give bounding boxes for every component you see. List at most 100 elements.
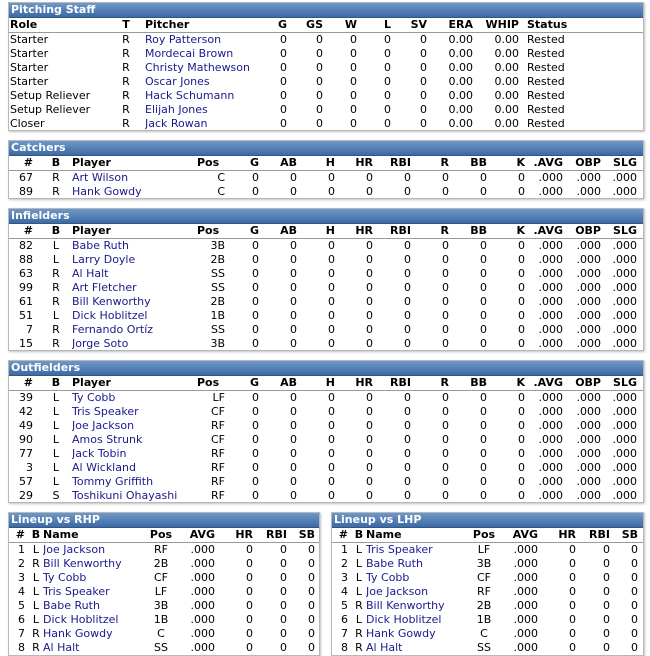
column-header-num[interactable]: # bbox=[338, 528, 348, 541]
table-row[interactable]: 3 L Ty Cobb CF .000 0 0 0 bbox=[332, 571, 643, 585]
column-header-h[interactable]: H bbox=[325, 156, 335, 169]
column-header-obp[interactable]: OBP bbox=[575, 224, 601, 237]
column-header-g[interactable]: G bbox=[249, 224, 259, 237]
table-row[interactable]: 3 L Al Wickland RF 0 0 0 0 0 0 0 0 .000 .000 .000 bbox=[9, 461, 643, 475]
column-header-b[interactable]: B bbox=[51, 224, 61, 237]
table-row[interactable]: 4 L Tris Speaker LF .000 0 0 0 bbox=[9, 585, 319, 599]
table-row[interactable]: 8 R Al Halt SS .000 0 0 0 bbox=[332, 641, 643, 655]
column-header-num[interactable]: # bbox=[23, 156, 33, 169]
column-header-num[interactable]: # bbox=[15, 528, 25, 541]
column-header-gs[interactable]: GS bbox=[306, 18, 323, 31]
player-name-link[interactable]: Al Wickland bbox=[72, 461, 136, 474]
table-row[interactable]: 29 S Toshikuni Ohayashi RF 0 0 0 0 0 0 0 0 .000 .000.… bbox=[9, 489, 643, 503]
table-row[interactable]: Starter R Roy Patterson 0 0 0 0 0 0.00 0.00 Rested bbox=[9, 33, 643, 47]
column-header-status[interactable]: Status bbox=[527, 18, 568, 31]
player-name-link[interactable]: Ty Cobb bbox=[366, 571, 410, 584]
table-row[interactable]: 2 R Bill Kenworthy 2B .000 0 0 0 bbox=[9, 557, 319, 571]
column-header-name[interactable]: Name bbox=[43, 528, 79, 541]
column-header-obp[interactable]: OBP bbox=[575, 156, 601, 169]
player-name-link[interactable]: Bill Kenworthy bbox=[72, 295, 151, 308]
player-name-link[interactable]: Tris Speaker bbox=[366, 543, 433, 556]
column-header-hr[interactable]: HR bbox=[235, 528, 253, 541]
table-row[interactable]: 51 L Dick Hoblitzel 1B 0 0 0 0 0 0 0 0 .000 .000 .000 bbox=[9, 309, 643, 323]
table-row[interactable]: Setup Reliever R Elijah Jones 0 0 0 0 0 0.00 0.00… bbox=[9, 103, 643, 117]
column-header-rbi[interactable]: RBI bbox=[390, 156, 411, 169]
table-row[interactable]: 2 L Babe Ruth 3B .000 0 0 0 bbox=[332, 557, 643, 571]
column-header-pos[interactable]: Pos bbox=[197, 224, 220, 237]
table-row[interactable]: Closer R Jack Rowan 0 0 0 0 0 0.00 0.00 Rested bbox=[9, 117, 643, 131]
player-name-link[interactable]: Al Halt bbox=[366, 641, 403, 654]
player-name-link[interactable]: Babe Ruth bbox=[72, 239, 129, 252]
column-header-hr[interactable]: HR bbox=[558, 528, 576, 541]
column-header-k[interactable]: K bbox=[516, 224, 525, 237]
player-name-link[interactable]: Hack Schumann bbox=[145, 89, 235, 102]
player-name-link[interactable]: Tris Speaker bbox=[43, 585, 110, 598]
player-name-link[interactable]: Ty Cobb bbox=[72, 391, 116, 404]
table-row[interactable]: 7 R Fernando Ortíz SS 0 0 0 0 0 0 0 0 .000 .000 .000 bbox=[9, 323, 643, 337]
player-name-link[interactable]: Hank Gowdy bbox=[366, 627, 436, 640]
column-header-role[interactable]: Role bbox=[10, 18, 38, 31]
column-header-rbi[interactable]: RBI bbox=[589, 528, 610, 541]
table-row[interactable]: 42 L Tris Speaker CF 0 0 0 0 0 0 0 0 .000 .000 .000 bbox=[9, 405, 643, 419]
player-name-link[interactable]: Oscar Jones bbox=[145, 75, 210, 88]
column-header-avg[interactable]: AVG bbox=[512, 528, 538, 541]
column-header-player[interactable]: Player bbox=[72, 156, 111, 169]
column-header-k[interactable]: K bbox=[516, 376, 525, 389]
column-header-hr[interactable]: HR bbox=[355, 224, 373, 237]
table-row[interactable]: 5 R Bill Kenworthy 2B .000 0 0 0 bbox=[332, 599, 643, 613]
column-header-ab[interactable]: AB bbox=[280, 224, 297, 237]
player-name-link[interactable]: Hank Gowdy bbox=[43, 627, 113, 640]
player-name-link[interactable]: Roy Patterson bbox=[145, 33, 222, 46]
player-name-link[interactable]: Hank Gowdy bbox=[72, 185, 142, 198]
table-row[interactable]: 99 R Art Fletcher SS 0 0 0 0 0 0 0 0 .000 .000 .000 bbox=[9, 281, 643, 295]
column-header-sv[interactable]: SV bbox=[410, 18, 427, 31]
player-name-link[interactable]: Larry Doyle bbox=[72, 253, 136, 266]
column-header-sb[interactable]: SB bbox=[298, 528, 315, 541]
player-name-link[interactable]: Fernando Ortíz bbox=[72, 323, 154, 336]
table-row[interactable]: 7 R Hank Gowdy C .000 0 0 0 bbox=[332, 627, 643, 641]
column-header-k[interactable]: K bbox=[516, 156, 525, 169]
player-name-link[interactable]: Elijah Jones bbox=[145, 103, 208, 116]
column-header-b[interactable]: B bbox=[354, 528, 364, 541]
table-row[interactable]: 6 L Dick Hoblitzel 1B .000 0 0 0 bbox=[9, 613, 319, 627]
player-name-link[interactable]: Babe Ruth bbox=[43, 599, 100, 612]
player-name-link[interactable]: Babe Ruth bbox=[366, 557, 423, 570]
column-header-bb[interactable]: BB bbox=[470, 224, 487, 237]
column-header-slg[interactable]: SLG bbox=[613, 376, 637, 389]
table-row[interactable]: 7 R Hank Gowdy C .000 0 0 0 bbox=[9, 627, 319, 641]
column-header-name[interactable]: Name bbox=[366, 528, 402, 541]
player-name-link[interactable]: Al Halt bbox=[43, 641, 80, 654]
column-header-b[interactable]: B bbox=[51, 156, 61, 169]
table-row[interactable]: Starter R Oscar Jones 0 0 0 0 0 0.00 0.00 Rested bbox=[9, 75, 643, 89]
column-header-player[interactable]: Player bbox=[72, 376, 111, 389]
column-header-ab[interactable]: AB bbox=[280, 156, 297, 169]
table-row[interactable]: 1 L Joe Jackson RF .000 0 0 0 bbox=[9, 543, 319, 557]
column-header-r[interactable]: R bbox=[440, 376, 449, 389]
column-header-avg[interactable]: .AVG bbox=[533, 224, 564, 237]
column-header-pos[interactable]: Pos bbox=[197, 376, 220, 389]
column-header-ab[interactable]: AB bbox=[280, 376, 297, 389]
column-header-bb[interactable]: BB bbox=[470, 376, 487, 389]
table-row[interactable]: 89 R Hank Gowdy C 0 0 0 0 0 0 0 0 .000 .000 .000 bbox=[9, 185, 643, 199]
column-header-b[interactable]: B bbox=[31, 528, 41, 541]
column-header-era[interactable]: ERA bbox=[448, 18, 474, 31]
column-header-bb[interactable]: BB bbox=[470, 156, 487, 169]
table-row[interactable]: 5 L Babe Ruth 3B .000 0 0 0 bbox=[9, 599, 319, 613]
table-row[interactable]: 8 R Al Halt SS .000 0 0 0 bbox=[9, 641, 319, 655]
column-header-pitcher[interactable]: Pitcher bbox=[145, 18, 190, 31]
table-row[interactable]: 6 L Dick Hoblitzel 1B .000 0 0 0 bbox=[332, 613, 643, 627]
player-name-link[interactable]: Dick Hoblitzel bbox=[43, 613, 119, 626]
player-name-link[interactable]: Jack Rowan bbox=[145, 117, 208, 130]
player-name-link[interactable]: Dick Hoblitzel bbox=[366, 613, 442, 626]
column-header-r[interactable]: R bbox=[440, 224, 449, 237]
table-row[interactable]: 4 L Joe Jackson RF .000 0 0 0 bbox=[332, 585, 643, 599]
column-header-hr[interactable]: HR bbox=[355, 156, 373, 169]
column-header-h[interactable]: H bbox=[325, 376, 335, 389]
player-name-link[interactable]: Christy Mathewson bbox=[145, 61, 250, 74]
column-header-r[interactable]: R bbox=[440, 156, 449, 169]
column-header-rbi[interactable]: RBI bbox=[390, 224, 411, 237]
player-name-link[interactable]: Art Fletcher bbox=[72, 281, 137, 294]
player-name-link[interactable]: Ty Cobb bbox=[43, 571, 87, 584]
player-name-link[interactable]: Tris Speaker bbox=[72, 405, 139, 418]
table-row[interactable]: 61 R Bill Kenworthy 2B 0 0 0 0 0 0 0 0 .000 .000 .000 bbox=[9, 295, 643, 309]
